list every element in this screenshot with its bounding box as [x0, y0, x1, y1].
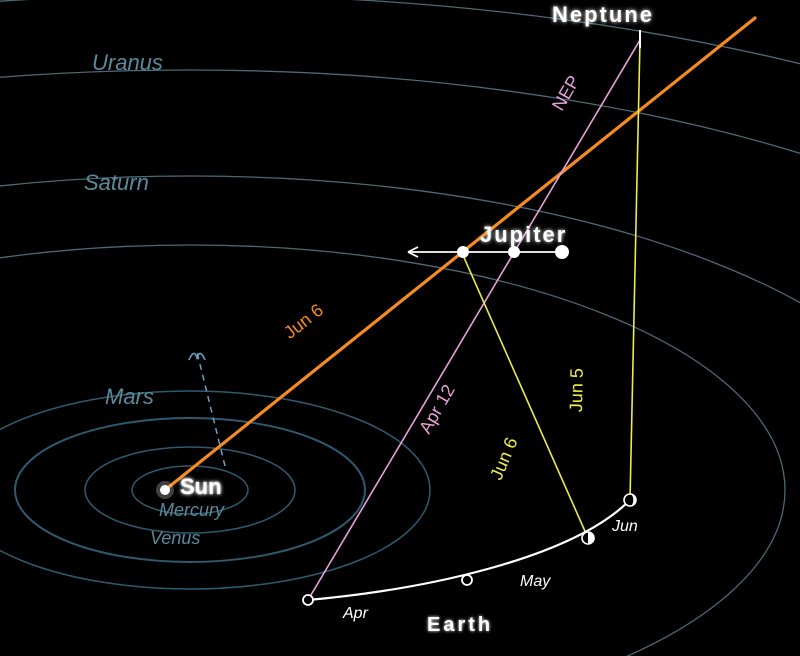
month-apr: Apr — [343, 605, 368, 623]
venus-label: Venus — [150, 528, 200, 549]
mercury-label: Mercury — [159, 500, 224, 521]
earth-label: Earth — [427, 614, 493, 637]
mars-label: Mars — [105, 384, 154, 410]
orbit-neptune — [0, 0, 800, 656]
sun-marker — [160, 485, 170, 495]
month-may: May — [520, 573, 550, 591]
diagram-svg — [0, 0, 800, 656]
uranus-label: Uranus — [92, 50, 163, 76]
saturn-label: Saturn — [84, 170, 149, 196]
earth-marker-apr-start — [303, 595, 313, 605]
jupiter-label: Jupiter — [480, 222, 567, 248]
neptune-label: Neptune — [552, 2, 654, 28]
jupiter-position-0 — [457, 246, 469, 258]
earth-neptune-jun5 — [630, 40, 640, 500]
sun-label: Sun — [180, 474, 222, 500]
solar-system-diagram: Neptune Uranus Saturn Jupiter Mars Mercu… — [0, 0, 800, 656]
month-jun: Jun — [612, 518, 638, 536]
earth-marker-may-start — [462, 575, 472, 585]
earth-neptune-apr12 — [308, 40, 640, 600]
orbit-uranus — [0, 70, 800, 656]
line-jun5: Jun 5 — [566, 368, 588, 412]
